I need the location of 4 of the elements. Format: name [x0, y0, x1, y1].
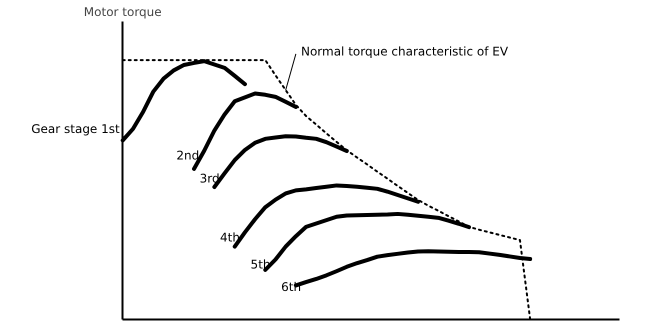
text: Normal torque characteristic of EV [300, 44, 509, 58]
series-label: Gear stage 1st [31, 122, 120, 136]
y-axis-title: Motor torque [84, 5, 162, 20]
series-label: 2nd [176, 148, 200, 163]
